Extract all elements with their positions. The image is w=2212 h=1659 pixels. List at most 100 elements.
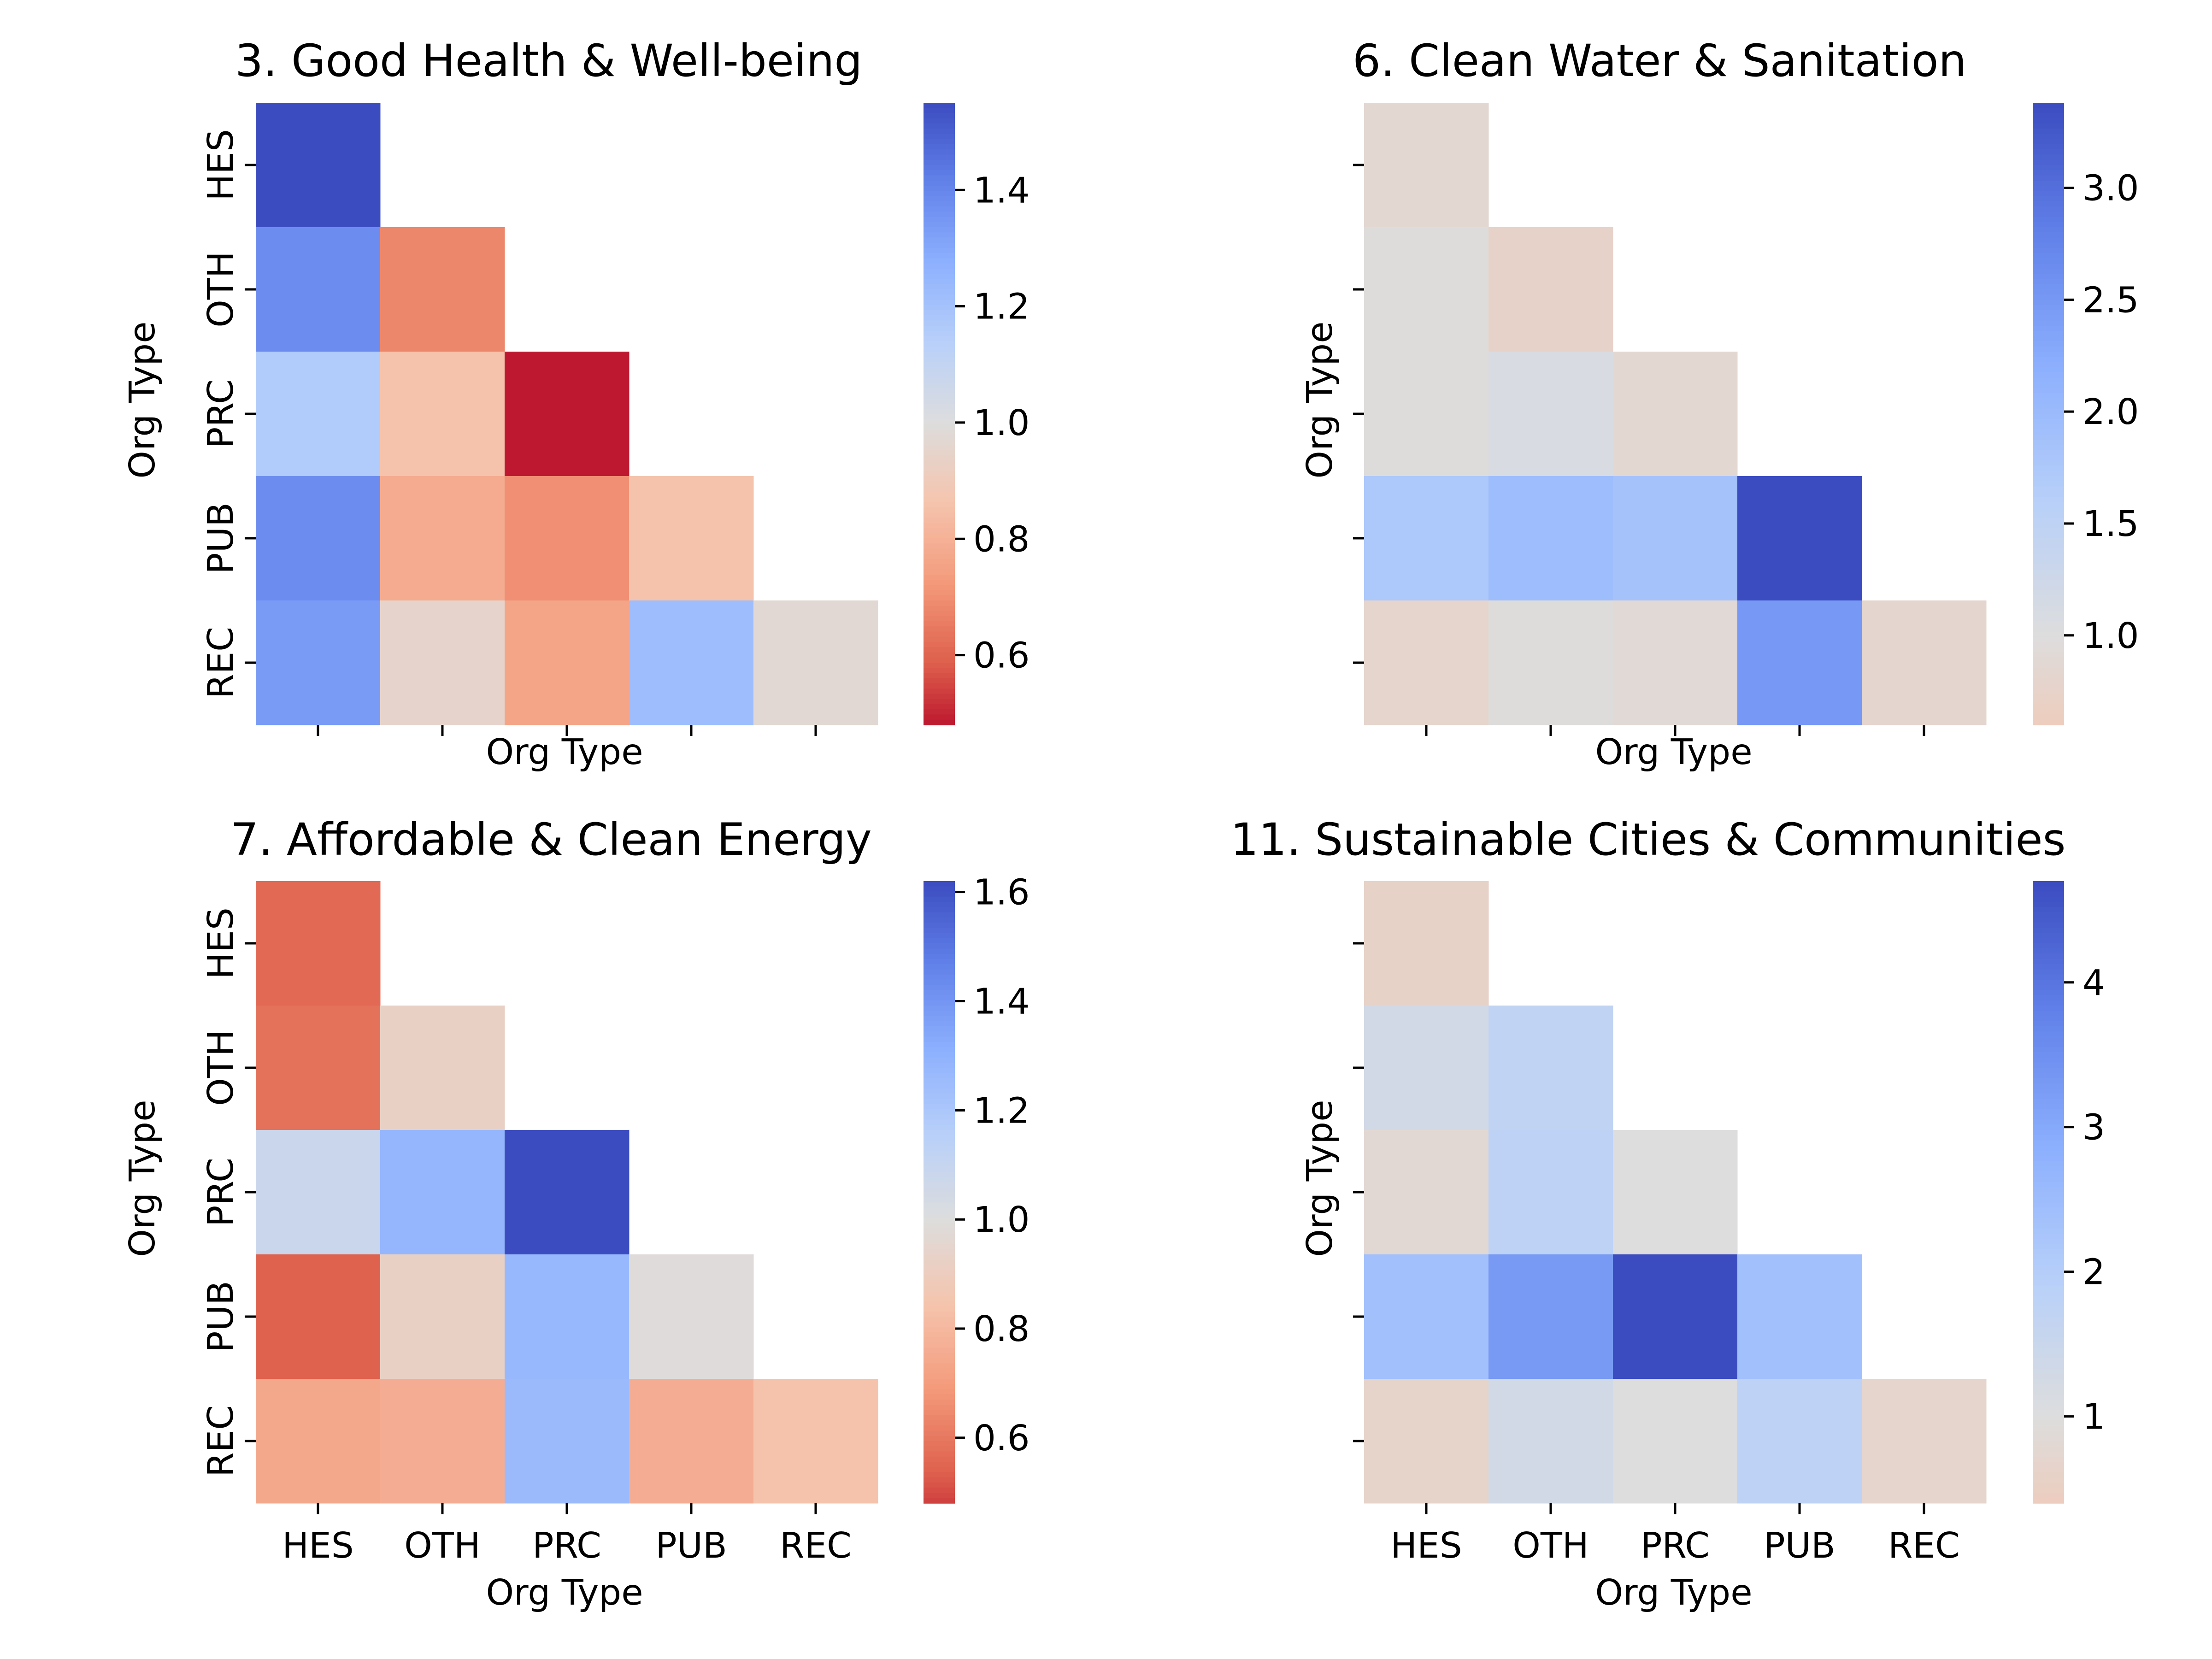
colorbar-segment [2033, 253, 2064, 259]
heatmap-cell-REC-OTH [1488, 1379, 1613, 1504]
colorbar-segment [2033, 1140, 2064, 1146]
colorbar-segment [924, 1259, 955, 1265]
colorbar-tick-label: 1 [2083, 1397, 2105, 1438]
colorbar-segment [2033, 403, 2064, 409]
colorbar-segment [924, 336, 955, 342]
colorbar-segment [924, 325, 955, 331]
heatmap-cell-PUB-OTH [1488, 476, 1613, 601]
colorbar-segment [924, 1483, 955, 1488]
colorbar-segment [924, 1052, 955, 1058]
x-tick-label: PRC [1641, 1525, 1710, 1566]
colorbar-segment [2033, 1317, 2064, 1323]
colorbar-tick-label: 0.8 [973, 519, 1030, 560]
colorbar-segment [924, 606, 955, 612]
colorbar-segment [2033, 1332, 2064, 1338]
colorbar-segment [924, 1477, 955, 1483]
colorbar-segment [924, 388, 955, 394]
y-tick-label: REC [200, 627, 241, 699]
colorbar-segment [2033, 419, 2064, 425]
colorbar-segment [2033, 1041, 2064, 1047]
colorbar-segment [2033, 891, 2064, 897]
colorbar-segment [924, 1296, 955, 1302]
colorbar-segment [924, 1400, 955, 1406]
colorbar-segment [2033, 1347, 2064, 1353]
colorbar-segment [2033, 1462, 2064, 1468]
colorbar-segment [924, 1171, 955, 1177]
colorbar-segment [2033, 1389, 2064, 1395]
colorbar-segment [924, 222, 955, 228]
colorbar-segment [2033, 1265, 2064, 1271]
colorbar-segment [924, 714, 955, 720]
colorbar-segment [924, 1368, 955, 1374]
heatmap-panel-1: 3. Good Health & Well-being HES OTH PRC PUB R… [122, 35, 1030, 773]
colorbar-segment [924, 543, 955, 549]
colorbar-segment [2033, 388, 2064, 394]
heatmap-cell-OTH-HES [1364, 1006, 1489, 1130]
colorbar-segment [924, 719, 955, 725]
colorbar-segment [2033, 170, 2064, 176]
colorbar-segment [924, 1451, 955, 1457]
colorbar-segment [924, 248, 955, 254]
colorbar-segment [2033, 585, 2064, 591]
colorbar-segment [2033, 279, 2064, 285]
colorbar-segment [2033, 1156, 2064, 1162]
heatmap-cell-PUB-PUB [1737, 476, 1862, 601]
colorbar-segment [2033, 1057, 2064, 1063]
colorbar-segment [924, 559, 955, 565]
colorbar-segment [924, 985, 955, 991]
colorbar-segment [2033, 559, 2064, 565]
colorbar-segment [924, 367, 955, 373]
colorbar-tick-label: 1.5 [2083, 504, 2139, 545]
colorbar-segment [924, 1187, 955, 1193]
colorbar-segment [924, 414, 955, 420]
colorbar-segment [2033, 232, 2064, 238]
heatmap-cell-REC-HES [256, 600, 381, 725]
colorbar-segment [2033, 1363, 2064, 1369]
heatmap-cell-REC-REC [1862, 600, 1987, 725]
colorbar-tick-label: 1.0 [973, 403, 1030, 444]
colorbar-segment [2033, 237, 2064, 243]
colorbar-segment [924, 227, 955, 233]
colorbar-segment [2033, 1062, 2064, 1068]
heatmap-cell-REC-OTH [1488, 600, 1613, 725]
heatmap-cell-PUB-OTH [380, 1254, 505, 1379]
colorbar-segment [2033, 129, 2064, 135]
colorbar-segment [2033, 1290, 2064, 1296]
heatmap-cell-REC-HES [256, 1379, 381, 1504]
colorbar-segment [2033, 647, 2064, 653]
colorbar-segment [924, 709, 955, 715]
colorbar-segment [924, 1057, 955, 1063]
colorbar-segment [924, 938, 955, 944]
colorbar-segment [2033, 1130, 2064, 1136]
colorbar-segment [924, 704, 955, 710]
y-axis-label: Org Type [1300, 1100, 1341, 1257]
colorbar-segment [2033, 502, 2064, 508]
colorbar-segment [2033, 1192, 2064, 1198]
colorbar-segment [924, 440, 955, 446]
colorbar-segment [2033, 518, 2064, 524]
colorbar-segment [924, 170, 955, 176]
colorbar-segment [2033, 1311, 2064, 1317]
colorbar-segment [2033, 1026, 2064, 1032]
colorbar-segment [2033, 1000, 2064, 1006]
heatmap-cell-REC-PUB [1737, 1379, 1862, 1504]
colorbar-segment [924, 1234, 955, 1240]
colorbar-segment [2033, 590, 2064, 596]
colorbar-segment [924, 1405, 955, 1411]
colorbar-segment [924, 1342, 955, 1348]
colorbar-segment [2033, 1327, 2064, 1333]
colorbar-segment [924, 113, 955, 119]
heatmap-cell-REC-PRC [1613, 600, 1738, 725]
colorbar-segment [924, 1068, 955, 1074]
colorbar-segment [924, 310, 955, 316]
colorbar-segment [924, 1467, 955, 1473]
colorbar-segment [2033, 1275, 2064, 1281]
colorbar-segment [924, 408, 955, 414]
colorbar-segment [2033, 1446, 2064, 1452]
heatmap-cell-OTH-OTH [380, 227, 505, 352]
colorbar-segment [924, 1041, 955, 1047]
colorbar-segment [924, 923, 955, 929]
colorbar-segment [924, 1182, 955, 1188]
colorbar-segment [2033, 497, 2064, 503]
heatmap-cell-PUB-OTH [380, 476, 505, 601]
